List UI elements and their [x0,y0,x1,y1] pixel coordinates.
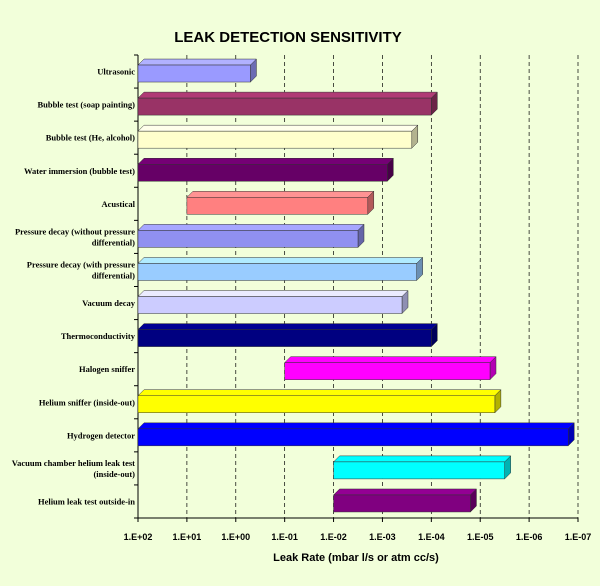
bar-front-face [137,164,388,182]
bar-front-face [186,197,369,215]
bar [137,124,419,149]
category-label: Thermoconductivity [61,331,136,341]
category-label: Hydrogen detector [67,430,135,440]
category-label: Helium leak test outside-in [38,496,135,506]
bar [137,323,438,348]
x-tick-label: 1.E-07 [565,532,592,542]
category-label-line: Helium leak test outside-in [38,496,135,506]
x-tick-label: 1.E-04 [418,532,445,542]
category-label-line: Halogen sniffer [79,364,135,374]
bar-top-face [137,323,438,330]
bar [137,223,365,248]
x-tick-label: 1.E-01 [271,532,298,542]
bar-top-face [137,158,394,165]
bar-top-face [137,257,424,264]
x-tick-label: 1.E+01 [172,532,201,542]
bar-front-face [137,97,432,116]
category-label: Pressure decay (with pressure differentia… [27,259,135,280]
bar-front-face [137,130,413,149]
bar [137,58,258,83]
bar-top-face [284,356,497,363]
bar-front-face [137,230,359,248]
category-label: Pressure decay (without pressure differen… [15,226,135,247]
category-label-line: differential) [92,270,135,280]
category-label: Bubble test (soap painting) [37,100,135,110]
bar-front-face [137,64,251,83]
bar-top-face [137,58,258,66]
category-label-line: Pressure decay (without pressure [15,226,135,236]
category-label-line: Vacuum decay [82,298,136,308]
bar [284,356,497,381]
bar-top-face [137,422,575,430]
category-label-line: (inside-out) [93,469,135,479]
bar-front-face [137,329,432,347]
category-label-line: Bubble test (soap painting) [37,100,135,110]
bar-front-face [137,263,417,281]
category-label-line: Pressure decay (with pressure [27,259,135,269]
bar-front-face [284,362,491,380]
category-label-line: Water immersion (bubble test) [24,166,135,176]
bar-top-face [137,224,365,231]
category-label-line: Hydrogen detector [67,430,135,440]
bar [137,256,424,282]
bar-front-face [137,395,496,413]
bar [137,91,438,116]
bar [137,389,502,414]
bar [332,455,512,480]
category-label: Ultrasonic [97,67,135,77]
category-label-line: Ultrasonic [97,67,135,77]
bar [137,157,394,182]
category-label-line: Vacuum chamber helium leak test [12,458,135,468]
bar-top-face [332,488,478,496]
bar-top-face [186,191,375,198]
bar [137,289,409,315]
bar-top-face [332,455,512,463]
bar-front-face [333,461,505,480]
category-label-line: Bubble test (He, alcohol) [46,133,135,143]
category-label: Bubble test (He, alcohol) [46,133,135,143]
bar-top-face [137,389,502,396]
x-tick-label: 1.E+02 [124,532,153,542]
x-tick-label: 1.E+00 [221,532,250,542]
x-axis-label: Leak Rate (mbar l/s or atm cc/s) [273,552,439,564]
bar-front-face [137,296,403,314]
category-label-line: differential) [92,237,135,247]
category-label-line: Acustical [101,199,135,209]
chart-title: LEAK DETECTION SENSITIVITY [174,29,402,46]
category-label: Water immersion (bubble test) [24,166,135,176]
category-label: Vacuum decay [82,298,136,308]
bar [186,190,375,215]
category-label: Helium sniffer (inside-out) [39,397,135,407]
x-tick-label: 1.E-02 [320,532,347,542]
bar [137,422,575,447]
category-label: Halogen sniffer [79,364,135,374]
category-label: Vacuum chamber helium leak test (inside-o… [12,458,135,479]
bar [332,488,478,513]
category-label-line: Thermoconductivity [61,331,136,341]
x-tick-label: 1.E-03 [369,532,396,542]
bar-top-face [137,124,419,132]
bar-front-face [137,428,569,447]
bar-top-face [137,290,409,297]
bar-top-face [137,91,438,99]
category-label: Acustical [101,199,135,209]
category-label-line: Helium sniffer (inside-out) [39,397,135,407]
bar-front-face [333,494,471,513]
x-tick-label: 1.E-05 [467,532,494,542]
x-tick-label: 1.E-06 [516,532,543,542]
